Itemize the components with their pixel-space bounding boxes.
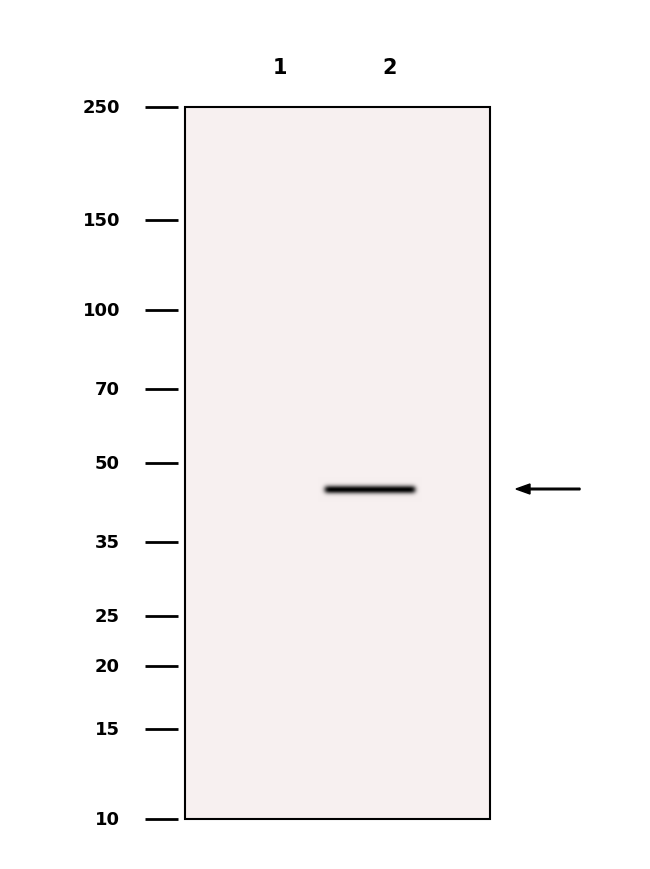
Text: 10: 10: [95, 810, 120, 828]
Text: 50: 50: [95, 454, 120, 473]
Text: 70: 70: [95, 380, 120, 398]
Bar: [185, 108, 490, 819]
Text: 20: 20: [95, 657, 120, 675]
FancyArrow shape: [516, 484, 580, 494]
Text: 15: 15: [95, 720, 120, 739]
Text: 35: 35: [95, 534, 120, 551]
Text: 2: 2: [383, 58, 397, 78]
Text: 100: 100: [83, 302, 120, 319]
Text: 250: 250: [83, 99, 120, 116]
Text: 25: 25: [95, 607, 120, 626]
Text: 150: 150: [83, 212, 120, 229]
Text: 1: 1: [273, 58, 287, 78]
